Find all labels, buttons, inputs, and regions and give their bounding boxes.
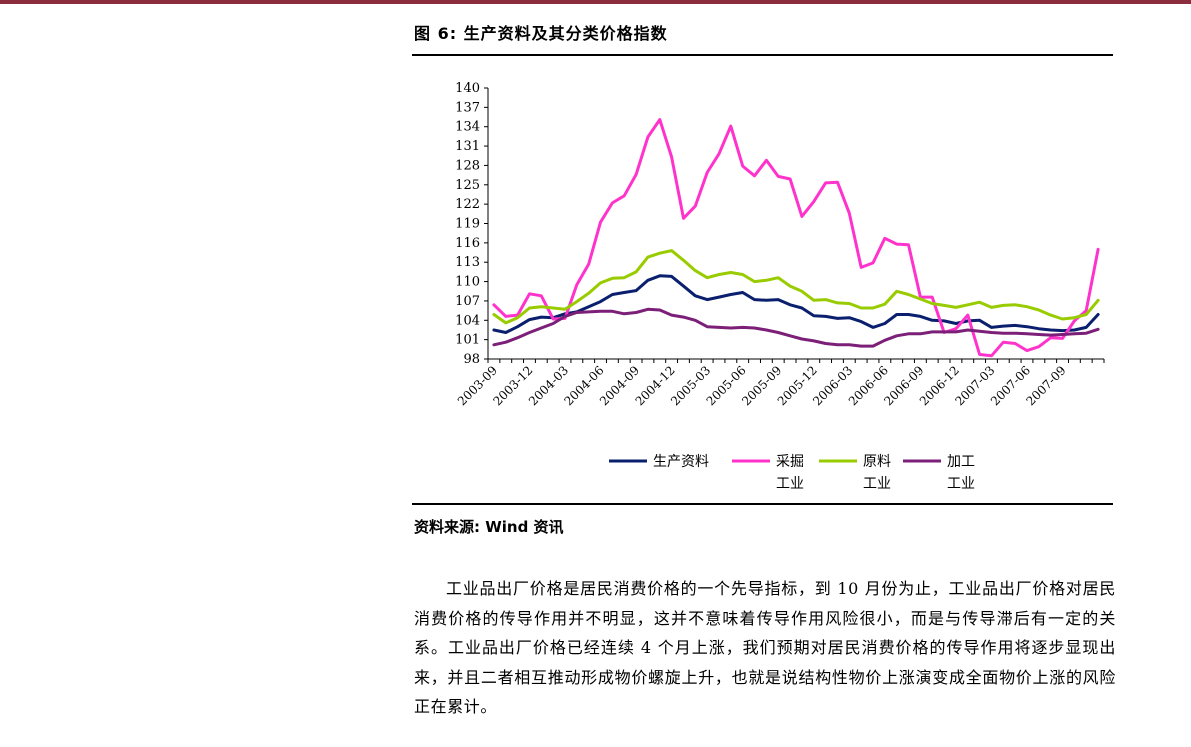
legend-label: 原料 bbox=[863, 454, 891, 470]
series-layer bbox=[492, 118, 1100, 358]
legend-label: 工业 bbox=[776, 476, 804, 492]
x-tick-label: 2007-09 bbox=[1023, 363, 1068, 408]
legend-label: 生产资料 bbox=[653, 454, 709, 470]
y-tick-label: 101 bbox=[455, 333, 480, 348]
x-axis: 2003-092003-122004-032004-062004-092004-… bbox=[455, 358, 1105, 408]
y-tick-label: 122 bbox=[455, 197, 480, 212]
y-tick-label: 113 bbox=[455, 255, 480, 270]
y-axis: 98 101 104 107 110 113 116 119 122 125 128 131 134 13… bbox=[455, 81, 489, 367]
legend-label: 加工 bbox=[947, 454, 975, 470]
y-tick-label: 107 bbox=[455, 294, 480, 309]
series-line-4 bbox=[492, 307, 1100, 348]
y-tick-label: 104 bbox=[455, 313, 480, 328]
series-line-1 bbox=[492, 274, 1100, 334]
top-accent-rule bbox=[0, 0, 1191, 4]
y-tick-label: 98 bbox=[463, 352, 480, 367]
legend-label: 工业 bbox=[863, 476, 891, 492]
y-tick-label: 110 bbox=[455, 275, 480, 290]
y-tick-label: 119 bbox=[455, 217, 480, 232]
y-tick-label: 128 bbox=[455, 158, 480, 173]
y-tick-label: 140 bbox=[455, 81, 480, 96]
figure-title: 图 6: 生产资料及其分类价格指数 bbox=[414, 24, 668, 43]
y-tick-label: 134 bbox=[455, 120, 480, 135]
series-line-3 bbox=[492, 249, 1100, 325]
figure-top-rule bbox=[412, 54, 1113, 56]
y-tick-label: 131 bbox=[455, 139, 480, 154]
legend-label: 采掘 bbox=[776, 454, 804, 470]
y-tick-label: 116 bbox=[455, 236, 480, 251]
legend-label: 工业 bbox=[947, 476, 975, 492]
price-index-line-chart: 98 101 104 107 110 113 116 119 122 125 128 131 134 13… bbox=[455, 81, 1105, 492]
figure-bottom-rule bbox=[412, 503, 1113, 505]
y-tick-label: 125 bbox=[455, 178, 480, 193]
series-line-2 bbox=[492, 118, 1100, 358]
body-paragraph: 工业品出厂价格是居民消费价格的一个先导指标，到 10 月份为止，工业品出厂价格对… bbox=[414, 579, 1116, 716]
y-tick-label: 137 bbox=[455, 100, 480, 115]
source-note: 资料来源: Wind 资讯 bbox=[414, 518, 564, 536]
